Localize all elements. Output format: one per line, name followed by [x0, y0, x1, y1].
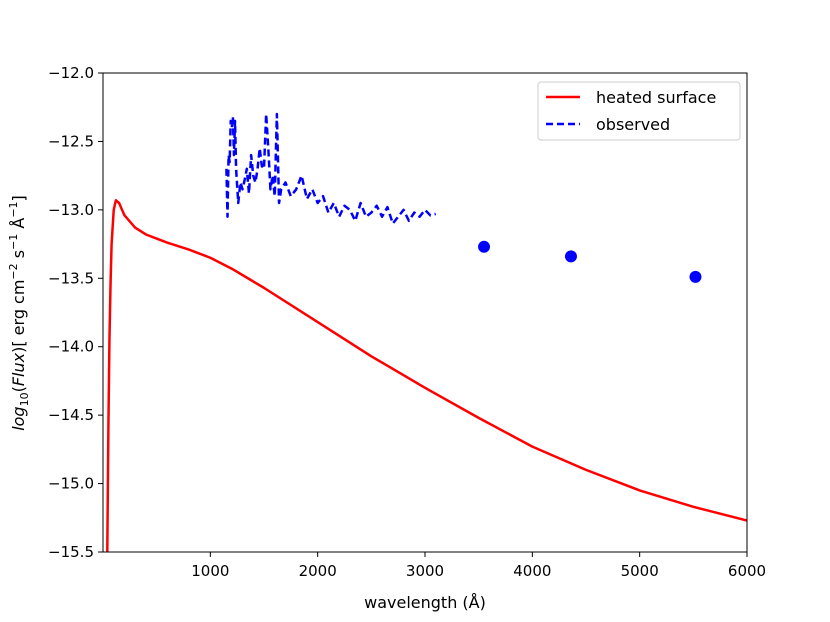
y-tick-label: −14.5 — [48, 406, 94, 424]
y-tick-label: −12.5 — [48, 132, 94, 150]
series-line-heated-surface — [106, 199, 747, 552]
x-tick-label: 4000 — [513, 562, 551, 580]
x-axis: 1000 2000 3000 4000 5000 6000 — [191, 552, 766, 580]
y-tick-label: −15.0 — [48, 475, 94, 493]
x-axis-label: wavelength (Å) — [364, 593, 486, 612]
photometry-point-1 — [478, 240, 491, 253]
x-tick-label: 2000 — [299, 562, 337, 580]
y-tick-label: −14.0 — [48, 338, 94, 356]
y-tick-label: −13.0 — [48, 201, 94, 219]
photometry-point-3 — [689, 270, 702, 283]
legend-label-heated-surface: heated surface — [596, 88, 716, 107]
y-axis-label: log10(Flux)[ erg cm−2 s−1 Å−1] — [7, 195, 31, 431]
series-layer — [106, 112, 747, 552]
y-axis: −15.5 −15.0 −14.5 −14.0 −13.5 −13.0 −12.5 −12.0 — [48, 64, 103, 561]
y-tick-label: −15.5 — [48, 543, 94, 561]
legend: heated surface observed — [537, 81, 741, 141]
photometry-point-2 — [564, 250, 577, 263]
plot-frame — [102, 72, 748, 553]
y-tick-label: −12.0 — [48, 64, 94, 82]
series-line-observed — [225, 112, 437, 225]
y-tick-label: −13.5 — [48, 269, 94, 287]
x-tick-label: 1000 — [191, 562, 229, 580]
legend-label-observed: observed — [596, 115, 670, 134]
x-tick-label: 5000 — [621, 562, 659, 580]
x-tick-label: 3000 — [406, 562, 444, 580]
legend-box — [537, 81, 741, 141]
x-tick-label: 6000 — [728, 562, 766, 580]
